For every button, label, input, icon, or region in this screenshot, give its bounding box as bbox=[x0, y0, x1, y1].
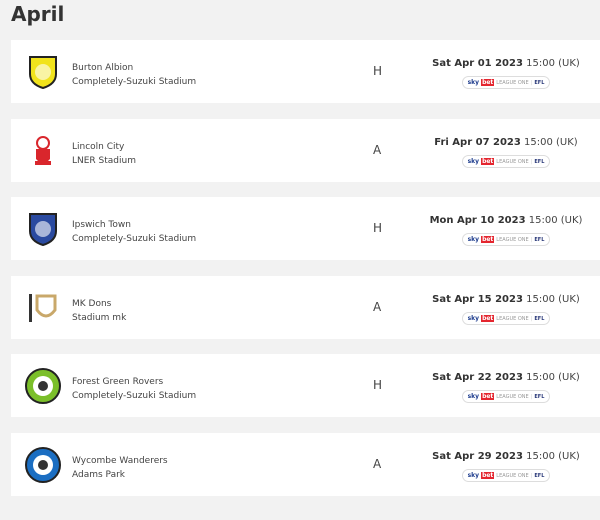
stadium-name: Completely-Suzuki Stadium bbox=[72, 77, 197, 87]
stadium-name: Adams Park bbox=[72, 470, 125, 480]
competition-badge: sky bet LEAGUE ONE | EFL bbox=[461, 312, 551, 325]
league-name: LEAGUE ONE bbox=[496, 472, 529, 479]
kickoff-time: 15:00 (UK) bbox=[524, 137, 578, 148]
bet-logo: bet bbox=[481, 472, 495, 479]
fixture-row[interactable]: Burton Albion Completely-Suzuki Stadium H… bbox=[11, 40, 600, 103]
match-date: Fri Apr 07 2023 bbox=[434, 137, 521, 148]
bet-logo: bet bbox=[481, 315, 495, 322]
sky-logo: sky bbox=[467, 79, 480, 86]
competition-badge: sky bet LEAGUE ONE | EFL bbox=[461, 469, 551, 482]
kickoff-time: 15:00 (UK) bbox=[526, 294, 580, 305]
bet-logo: bet bbox=[481, 79, 495, 86]
efl-logo: EFL bbox=[534, 472, 545, 479]
match-date: Sat Apr 29 2023 bbox=[432, 451, 523, 462]
opponent-name[interactable]: Forest Green Rovers bbox=[72, 377, 164, 387]
stadium-name: Completely-Suzuki Stadium bbox=[72, 391, 197, 401]
competition-badge: sky bet LEAGUE ONE | EFL bbox=[461, 390, 551, 403]
efl-logo: EFL bbox=[534, 158, 545, 165]
sky-logo: sky bbox=[467, 472, 480, 479]
bet-logo: bet bbox=[481, 236, 495, 243]
fixture-row[interactable]: Ipswich Town Completely-Suzuki Stadium H … bbox=[11, 197, 600, 260]
sky-logo: sky bbox=[467, 315, 480, 322]
burton-crest-icon bbox=[25, 54, 61, 90]
opponent-name[interactable]: MK Dons bbox=[72, 299, 112, 309]
efl-logo: EFL bbox=[534, 236, 545, 243]
kickoff-time: 15:00 (UK) bbox=[526, 372, 580, 383]
stadium-name: Stadium mk bbox=[72, 313, 127, 323]
competition-badge: sky bet LEAGUE ONE | EFL bbox=[461, 155, 551, 168]
home-away-indicator: A bbox=[373, 457, 382, 471]
league-name: LEAGUE ONE bbox=[496, 315, 529, 322]
fixture-row[interactable]: Lincoln City LNER Stadium A Fri Apr 07 20… bbox=[11, 119, 600, 182]
efl-logo: EFL bbox=[534, 79, 545, 86]
home-away-indicator: H bbox=[373, 378, 383, 392]
stadium-name: LNER Stadium bbox=[72, 156, 136, 166]
opponent-name[interactable]: Ipswich Town bbox=[72, 220, 131, 230]
mk-dons-crest-icon bbox=[25, 290, 61, 326]
match-date: Sat Apr 15 2023 bbox=[432, 294, 523, 305]
match-date: Mon Apr 10 2023 bbox=[429, 215, 526, 226]
bet-logo: bet bbox=[481, 158, 495, 165]
kickoff-time: 15:00 (UK) bbox=[528, 215, 583, 226]
home-away-indicator: H bbox=[373, 221, 383, 235]
fixture-row[interactable]: Forest Green Rovers Completely-Suzuki Sta… bbox=[11, 354, 600, 417]
stadium-name: Completely-Suzuki Stadium bbox=[72, 234, 197, 244]
ipswich-crest-icon bbox=[25, 211, 61, 247]
opponent-name[interactable]: Wycombe Wanderers bbox=[72, 456, 168, 466]
forest-green-crest-icon bbox=[25, 368, 61, 404]
competition-badge: sky bet LEAGUE ONE | EFL bbox=[461, 233, 551, 246]
efl-logo: EFL bbox=[534, 315, 545, 322]
month-heading: April bbox=[11, 2, 65, 26]
opponent-name[interactable]: Burton Albion bbox=[72, 63, 134, 73]
bet-logo: bet bbox=[481, 393, 495, 400]
wycombe-crest-icon bbox=[25, 447, 61, 483]
fixture-row[interactable]: MK Dons Stadium mk A Sat Apr 15 2023 15:0… bbox=[11, 276, 600, 339]
sky-logo: sky bbox=[467, 158, 480, 165]
kickoff-time: 15:00 (UK) bbox=[526, 451, 580, 462]
match-date: Sat Apr 01 2023 bbox=[432, 58, 523, 69]
home-away-indicator: A bbox=[373, 143, 382, 157]
sky-logo: sky bbox=[467, 236, 480, 243]
league-name: LEAGUE ONE bbox=[496, 158, 529, 165]
home-away-indicator: H bbox=[373, 64, 383, 78]
league-name: LEAGUE ONE bbox=[496, 236, 529, 243]
match-date: Sat Apr 22 2023 bbox=[432, 372, 523, 383]
competition-badge: sky bet LEAGUE ONE | EFL bbox=[461, 76, 551, 89]
lincoln-crest-icon bbox=[25, 133, 61, 169]
league-name: LEAGUE ONE bbox=[496, 79, 529, 86]
opponent-name[interactable]: Lincoln City bbox=[72, 142, 125, 152]
league-name: LEAGUE ONE bbox=[496, 393, 529, 400]
efl-logo: EFL bbox=[534, 393, 545, 400]
fixture-row[interactable]: Wycombe Wanderers Adams Park A Sat Apr 29… bbox=[11, 433, 600, 496]
home-away-indicator: A bbox=[373, 300, 382, 314]
kickoff-time: 15:00 (UK) bbox=[526, 58, 580, 69]
sky-logo: sky bbox=[467, 393, 480, 400]
